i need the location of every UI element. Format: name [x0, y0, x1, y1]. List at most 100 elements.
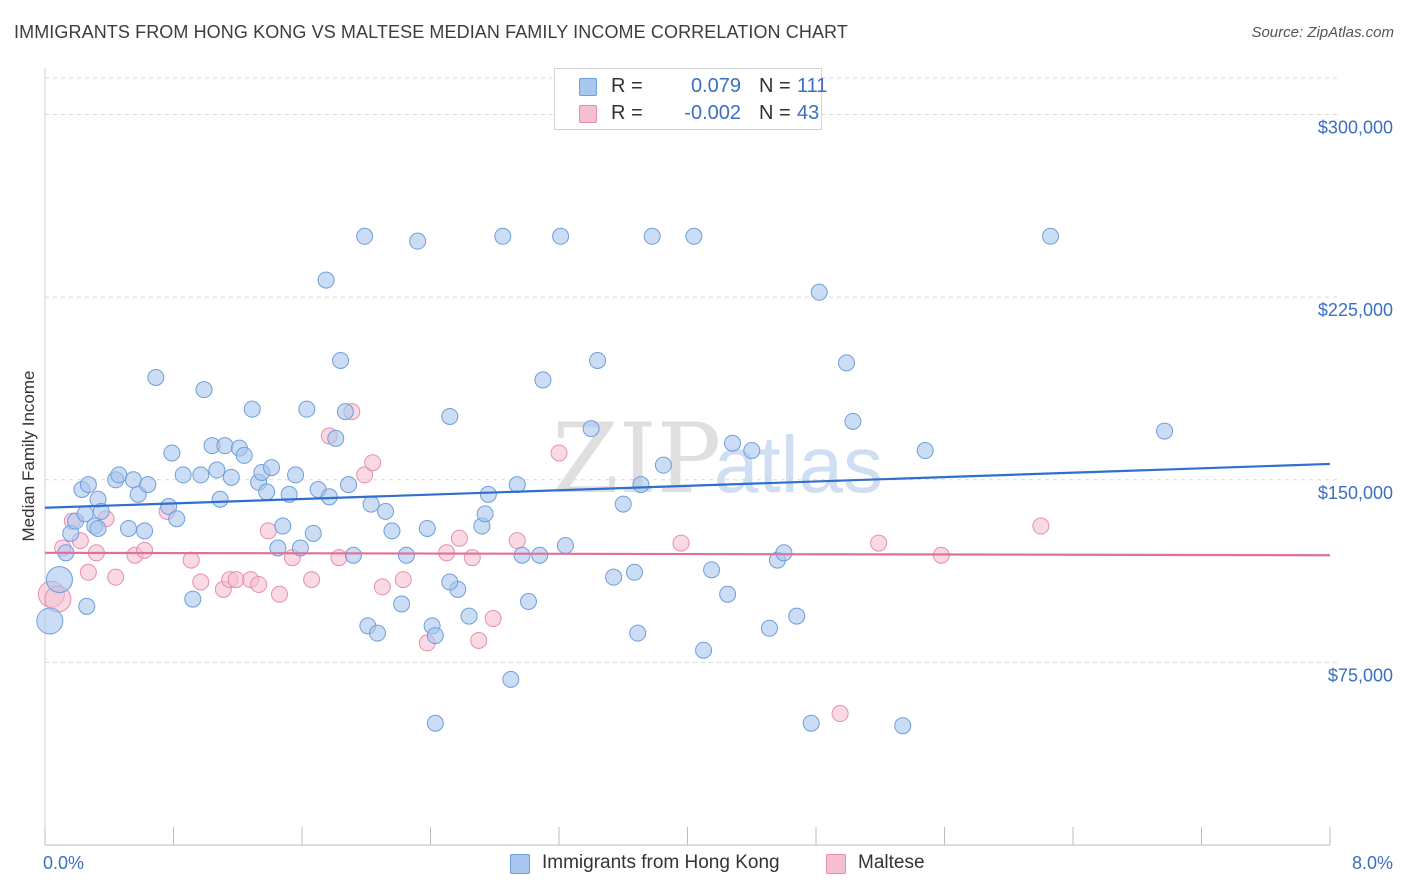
hong-kong-point [397, 546, 415, 564]
y-tick-label: $75,000 [1328, 665, 1393, 685]
hong-kong-point [208, 461, 226, 479]
hong-kong-point [703, 561, 721, 579]
hong-kong-point [258, 483, 276, 501]
hong-kong-point [317, 271, 335, 289]
hong-kong-point [124, 471, 142, 489]
hong-kong-point [531, 546, 549, 564]
hong-kong-point [513, 546, 531, 564]
maltese-point [227, 571, 245, 589]
hong-kong-point [269, 539, 287, 557]
hong-kong-point [775, 544, 793, 562]
hong-kong-point [426, 627, 444, 645]
hong-kong-point [654, 456, 672, 474]
hong-kong-point [147, 368, 165, 386]
hong-kong-point [327, 429, 345, 447]
hong-kong-point [45, 566, 73, 594]
hong-kong-point [332, 351, 350, 369]
hong-kong-point [629, 624, 647, 642]
hong-kong-point [274, 517, 292, 535]
watermark: ZIP atlas [552, 403, 883, 515]
hong-kong-point [494, 227, 512, 245]
hong-kong-point [243, 400, 261, 418]
hong-kong-point [304, 524, 322, 542]
legend-n-label: N = [759, 102, 791, 124]
hong-kong-point [476, 505, 494, 523]
hong-kong-point [479, 485, 497, 503]
hong-kong-point [36, 607, 64, 635]
maltese-point [470, 631, 488, 649]
series-label-maltese: Maltese [858, 852, 925, 873]
watermark-atlas: atlas [714, 420, 883, 509]
maltese-point [182, 551, 200, 569]
maltese-point [364, 454, 382, 472]
hong-kong-point [418, 519, 436, 537]
legend-n-value: 111 [797, 75, 828, 97]
maltese-point [463, 549, 481, 567]
y-tick-label: $150,000 [1318, 483, 1393, 503]
hong-kong-point [336, 403, 354, 421]
hong-kong-point [110, 466, 128, 484]
hong-kong-point [441, 407, 459, 425]
maltese-point [870, 534, 888, 552]
hong-kong-point [78, 597, 96, 615]
hong-kong-point [262, 459, 280, 477]
hong-kong-point [235, 446, 253, 464]
hong-kong-point [916, 442, 934, 460]
series-label-hong-kong: Immigrants from Hong Kong [542, 852, 780, 873]
hong-kong-point [291, 539, 309, 557]
hong-kong-point [426, 714, 444, 732]
y-tick-labels: $75,000 $150,000 $225,000 $300,000 [1318, 118, 1393, 686]
series-swatch-pink [826, 854, 846, 874]
hong-kong-point [760, 619, 778, 637]
legend-r-value: -0.002 [684, 102, 741, 124]
hong-kong-point [409, 232, 427, 250]
legend-swatch-pink [579, 105, 597, 123]
trend-lines [44, 462, 1331, 557]
hong-kong-point [163, 444, 181, 462]
hong-kong-point [552, 227, 570, 245]
hong-kong-point [174, 466, 192, 484]
hong-kong-point [287, 466, 305, 484]
hong-kong-point [844, 412, 862, 430]
hong-kong-point [192, 466, 210, 484]
hong-kong-point [502, 670, 520, 688]
hong-kong-point [508, 476, 526, 494]
hong-kong-point [625, 563, 643, 581]
hong-kong-point [393, 595, 411, 613]
hong-kong-point [136, 522, 154, 540]
hong-kong-point [632, 476, 650, 494]
maltese-point [1032, 517, 1050, 535]
x-axis-max-label: 8.0% [1352, 853, 1393, 873]
series-swatch-blue [510, 854, 530, 874]
legend-n-label: N = [759, 75, 791, 97]
hong-kong-point [1042, 227, 1060, 245]
hong-kong-point [216, 437, 234, 455]
maltese-point [250, 575, 268, 593]
hong-kong-point [519, 593, 537, 611]
hong-kong-point [168, 510, 186, 528]
hong-kong-point [810, 283, 828, 301]
maltese-point [356, 466, 374, 484]
hong-kong-point [195, 381, 213, 399]
hong-kong-points [36, 227, 1174, 735]
hong-kong-point [582, 420, 600, 438]
hong-kong-point [211, 490, 229, 508]
hong-kong-point [383, 522, 401, 540]
hong-kong-point [723, 434, 741, 452]
maltese-point [550, 444, 568, 462]
hong-kong-point [589, 351, 607, 369]
maltese-point [508, 532, 526, 550]
chart-title: IMMIGRANTS FROM HONG KONG VS MALTESE MED… [14, 22, 848, 42]
y-tick-label: $300,000 [1318, 118, 1393, 138]
hong-kong-point [222, 468, 240, 486]
maltese-point [271, 585, 289, 603]
legend-n-value: 43 [797, 102, 820, 124]
maltese-point [330, 549, 348, 567]
maltese-point [373, 578, 391, 596]
hong-kong-point [460, 607, 478, 625]
maltese-point [136, 541, 154, 559]
hong-kong-point [695, 641, 713, 659]
hong-kong-point [802, 714, 820, 732]
hong-kong-point [344, 546, 362, 564]
hong-kong-point [79, 476, 97, 494]
